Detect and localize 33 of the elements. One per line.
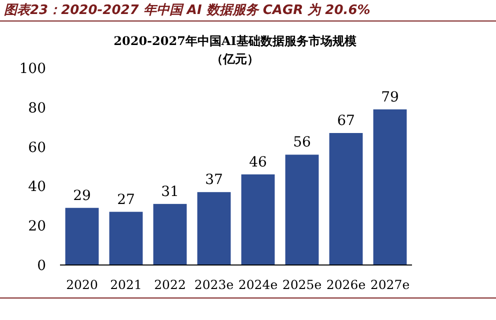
y-tick-label: 100: [19, 61, 46, 77]
bar: [373, 109, 407, 265]
data-label: 27: [117, 192, 135, 208]
data-label: 37: [205, 172, 223, 188]
bar: [65, 208, 99, 265]
y-tick-label: 40: [28, 179, 46, 196]
data-label: 29: [73, 188, 91, 204]
x-tick-label: 2021: [110, 277, 142, 292]
x-tick-label: 2024e: [238, 277, 278, 292]
bar: [241, 174, 275, 265]
data-label: 79: [381, 89, 399, 106]
bar: [285, 154, 319, 265]
chart-subtitle: 2020-2027年中国AI基础数据服务市场规模: [114, 34, 356, 48]
x-tick-label: 2020: [66, 277, 98, 292]
chart-title: 图表23：2020-2027 年中国 AI 数据服务 CAGR 为 20.6%: [4, 3, 370, 18]
y-tick-label: 60: [28, 140, 46, 156]
bar: [197, 192, 231, 265]
y-tick-label: 0: [37, 258, 46, 274]
x-tick-label: 2023e: [194, 277, 234, 292]
x-tick-label: 2027e: [370, 277, 410, 292]
y-tick-label: 80: [28, 100, 46, 116]
data-label: 67: [337, 113, 355, 130]
data-label: 56: [293, 134, 311, 151]
x-tick-label: 2022: [154, 277, 186, 292]
bar: [109, 212, 143, 265]
data-label: 46: [249, 154, 267, 170]
bar: [153, 204, 187, 265]
y-tick-label: 20: [28, 218, 46, 235]
data-label: 31: [161, 184, 179, 200]
text: （亿元）: [211, 52, 259, 66]
x-tick-label: 2025e: [282, 277, 322, 292]
bar: [329, 133, 363, 265]
x-tick-label: 2026e: [326, 277, 366, 292]
